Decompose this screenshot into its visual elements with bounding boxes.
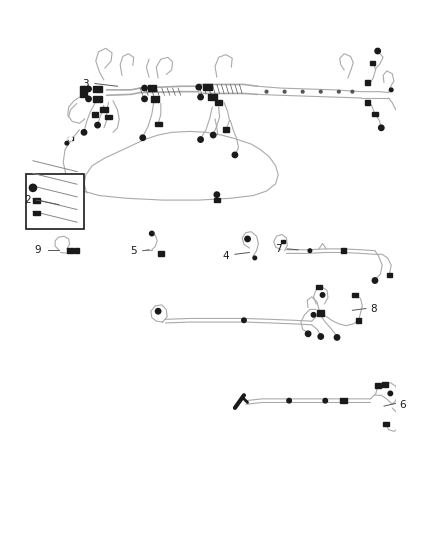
Bar	[316, 285, 321, 289]
Circle shape	[308, 249, 312, 253]
Bar	[365, 80, 370, 85]
Bar	[80, 86, 87, 97]
Bar	[370, 61, 375, 64]
Bar	[93, 86, 102, 92]
Circle shape	[283, 90, 286, 93]
Circle shape	[214, 192, 219, 197]
Text: 9: 9	[35, 245, 41, 255]
Bar	[33, 211, 40, 215]
Circle shape	[86, 96, 91, 102]
Bar	[341, 248, 346, 253]
Circle shape	[305, 331, 311, 336]
Bar	[383, 422, 389, 426]
Bar	[67, 248, 74, 253]
Bar	[208, 94, 217, 100]
Bar	[365, 100, 370, 105]
Bar	[317, 310, 325, 316]
Bar	[387, 273, 392, 277]
Bar	[158, 251, 164, 256]
Circle shape	[253, 256, 257, 260]
Circle shape	[95, 123, 100, 128]
Text: 2: 2	[24, 195, 30, 205]
Text: 3: 3	[82, 78, 89, 88]
Bar	[26, 174, 84, 229]
Bar	[281, 240, 285, 244]
Bar	[203, 84, 212, 90]
Circle shape	[242, 318, 246, 322]
Circle shape	[334, 335, 340, 340]
Bar	[374, 383, 381, 387]
Bar	[214, 198, 220, 203]
Circle shape	[351, 90, 354, 93]
Bar	[215, 100, 222, 105]
Circle shape	[375, 49, 380, 54]
Circle shape	[65, 141, 69, 145]
Circle shape	[142, 96, 147, 102]
Circle shape	[265, 90, 268, 93]
Bar	[409, 400, 415, 405]
Bar	[382, 382, 388, 386]
Text: 7: 7	[275, 244, 282, 254]
Circle shape	[287, 398, 291, 403]
Circle shape	[149, 231, 154, 236]
Text: 8: 8	[370, 303, 377, 313]
Circle shape	[86, 86, 91, 92]
Circle shape	[211, 132, 216, 138]
Circle shape	[69, 137, 72, 141]
Circle shape	[81, 130, 87, 135]
Circle shape	[142, 85, 147, 91]
Circle shape	[319, 90, 322, 93]
Circle shape	[245, 236, 250, 241]
Bar	[100, 107, 107, 112]
Circle shape	[318, 334, 323, 339]
Bar	[223, 127, 229, 132]
Bar	[155, 122, 162, 126]
Circle shape	[337, 90, 340, 93]
Text: 6: 6	[399, 400, 406, 410]
Circle shape	[323, 398, 328, 403]
Circle shape	[232, 152, 238, 158]
Circle shape	[29, 184, 36, 191]
Circle shape	[301, 90, 304, 93]
Bar	[33, 198, 40, 203]
Bar	[372, 112, 378, 116]
Circle shape	[372, 278, 378, 283]
Bar	[340, 398, 346, 403]
Circle shape	[389, 88, 393, 92]
Bar	[105, 115, 112, 119]
Bar	[74, 248, 79, 253]
Text: 5: 5	[131, 246, 137, 256]
Bar	[93, 96, 102, 102]
Circle shape	[311, 312, 316, 317]
Circle shape	[140, 135, 145, 141]
Text: 4: 4	[223, 251, 229, 261]
Circle shape	[378, 125, 384, 131]
Circle shape	[388, 391, 392, 395]
Bar	[356, 318, 361, 322]
Bar	[148, 85, 156, 91]
Circle shape	[415, 408, 420, 413]
Circle shape	[198, 94, 203, 100]
Bar	[92, 112, 98, 117]
Bar	[152, 96, 159, 102]
Circle shape	[198, 137, 203, 142]
Circle shape	[196, 84, 201, 90]
Bar	[353, 293, 358, 297]
Circle shape	[320, 293, 325, 297]
Bar	[68, 137, 73, 141]
Circle shape	[155, 309, 161, 314]
